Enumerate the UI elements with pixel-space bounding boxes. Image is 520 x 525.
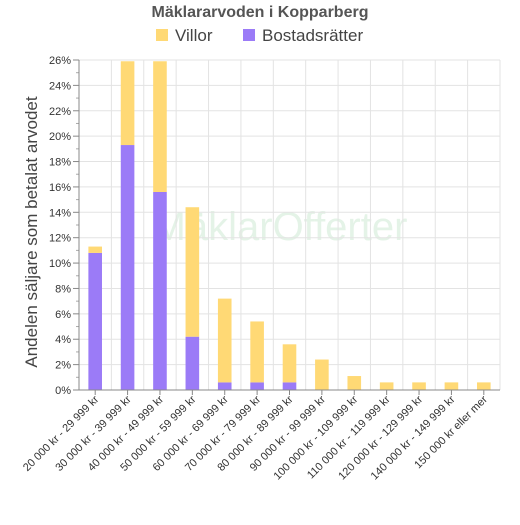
bar-villor-6[interactable] xyxy=(282,344,297,383)
y-tick-label: 8% xyxy=(55,283,71,295)
legend-swatch-1 xyxy=(243,29,255,41)
bar-villor-7[interactable] xyxy=(315,359,329,390)
y-tick-label: 18% xyxy=(49,157,71,169)
bar-villor-1[interactable] xyxy=(120,61,135,146)
legend: Villor Bostadsrätter xyxy=(156,26,363,45)
bar-bostadsratter-1[interactable] xyxy=(120,145,135,390)
legend-swatch-0 xyxy=(156,29,168,41)
y-tick-label: 24% xyxy=(49,80,71,92)
bar-bostadsratter-0[interactable] xyxy=(88,252,102,390)
bar-villor-5[interactable] xyxy=(250,321,264,383)
bars-group xyxy=(88,61,491,390)
bar-villor-11[interactable] xyxy=(444,382,459,390)
bar-bostadsratter-6[interactable] xyxy=(282,382,297,390)
y-tick-label: 26% xyxy=(49,55,71,67)
bar-villor-0[interactable] xyxy=(88,246,102,253)
y-tick-label: 16% xyxy=(49,182,71,194)
y-tick-label: 2% xyxy=(55,360,71,372)
legend-label-1: Bostadsrätter xyxy=(262,26,363,45)
legend-label-0: Villor xyxy=(175,26,213,45)
y-axis: 0% 2% 4% 6% 8% 10% 12% 14% 16% 18% 20% 22% 24% 26% xyxy=(49,55,80,397)
bar-bostadsratter-3[interactable] xyxy=(185,336,200,390)
y-tick-label: 14% xyxy=(49,207,71,219)
bar-villor-3[interactable] xyxy=(185,207,200,337)
y-tick-label: 4% xyxy=(55,334,71,346)
bar-villor-10[interactable] xyxy=(412,382,426,390)
y-tick-label: 10% xyxy=(49,258,71,270)
chart-title: Mäklararvoden i Kopparberg xyxy=(152,4,369,21)
bar-bostadsratter-5[interactable] xyxy=(250,382,264,390)
y-tick-label: 6% xyxy=(55,309,71,321)
y-tick-label: 12% xyxy=(49,233,71,245)
bar-villor-2[interactable] xyxy=(153,61,167,193)
y-tick-label: 0% xyxy=(55,385,71,397)
bar-villor-8[interactable] xyxy=(347,376,362,390)
bar-bostadsratter-2[interactable] xyxy=(153,192,167,390)
bar-villor-12[interactable] xyxy=(477,382,491,390)
y-axis-label: Andelen säljare som betalat arvodet xyxy=(22,96,41,367)
y-tick-label: 22% xyxy=(49,106,71,118)
bar-villor-4[interactable] xyxy=(217,298,232,383)
y-tick-label: 20% xyxy=(49,131,71,143)
bar-villor-9[interactable] xyxy=(379,382,394,390)
bar-bostadsratter-4[interactable] xyxy=(217,382,232,390)
